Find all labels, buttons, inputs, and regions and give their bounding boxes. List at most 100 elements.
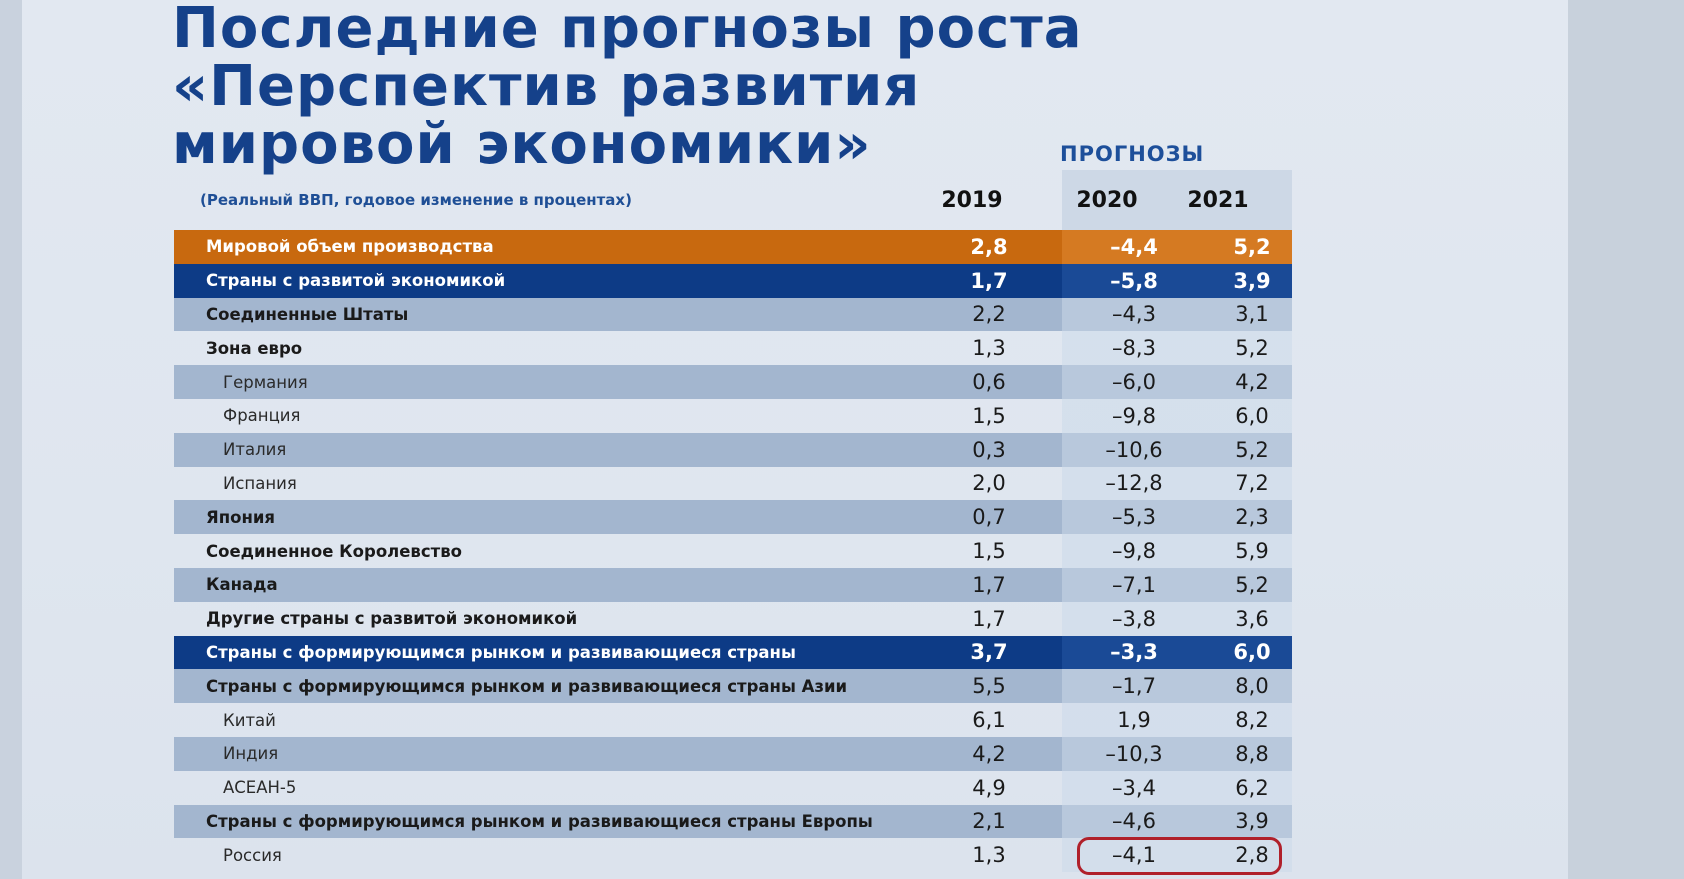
forecast-column-shade [1062, 770, 1292, 805]
value-2019: 1,5 [972, 403, 1006, 428]
value-2021: 3,6 [1235, 606, 1269, 631]
row-label: Индия [223, 744, 279, 764]
value-2020: –5,3 [1112, 505, 1156, 530]
row-label: Россия [223, 845, 282, 865]
year-header-2020: 2020 [1076, 188, 1138, 213]
row-label: АСЕАН-5 [223, 778, 297, 798]
value-2019: 4,2 [972, 741, 1006, 766]
left-margin [0, 0, 22, 879]
row-label: Страны с развитой экономикой [206, 271, 506, 291]
table-row: Соединенное Королевство 1,5 –9,8 5,9 [174, 534, 1292, 568]
title-line-2: «Перспектив развития [172, 54, 921, 119]
row-label: Италия [223, 440, 287, 460]
row-label: Германия [223, 372, 308, 392]
value-2021: 2,3 [1235, 505, 1269, 530]
table-row: Япония 0,7 –5,3 2,3 [174, 500, 1292, 535]
value-2021: 3,9 [1233, 268, 1271, 293]
value-2020: 1,9 [1117, 708, 1151, 733]
table-row: Страны с формирующимся рынком и развиваю… [174, 669, 1292, 704]
value-2021: 6,0 [1235, 403, 1269, 428]
table-row: Страны с формирующимся рынком и развиваю… [174, 635, 1292, 670]
forecast-column-shade [1062, 398, 1292, 433]
forecast-column-shade [1062, 534, 1292, 568]
row-label: Япония [206, 507, 275, 527]
forecast-column-shade [1062, 669, 1292, 704]
row-label: Соединенное Королевство [206, 541, 462, 561]
value-2021: 6,2 [1235, 775, 1269, 800]
year-header-2021: 2021 [1187, 188, 1249, 213]
forecast-column-shade [1062, 838, 1292, 873]
value-2019: 1,7 [972, 572, 1006, 597]
value-2020: –7,1 [1112, 572, 1156, 597]
table-row: Россия 1,3 –4,1 2,8 [174, 838, 1292, 873]
value-2019: 4,9 [972, 775, 1006, 800]
value-2020: –3,8 [1112, 606, 1156, 631]
value-2020: –3,3 [1110, 640, 1158, 665]
value-2020: –10,3 [1105, 741, 1163, 766]
forecast-header-band [1062, 170, 1292, 232]
table-row: АСЕАН-5 4,9 –3,4 6,2 [174, 770, 1292, 805]
value-2020: –5,8 [1110, 268, 1158, 293]
forecast-column-shade [1062, 567, 1292, 602]
forecast-column-shade [1062, 635, 1292, 670]
row-label: Зона евро [206, 338, 303, 358]
table-row: Зона евро 1,3 –8,3 5,2 [174, 331, 1292, 366]
value-2019: 0,6 [972, 370, 1006, 395]
row-label: Мировой объем производства [206, 237, 494, 257]
table-row: Италия 0,3 –10,6 5,2 [174, 432, 1292, 467]
value-2019: 1,7 [970, 268, 1008, 293]
value-2019: 0,7 [972, 505, 1006, 530]
row-label: Китай [223, 710, 276, 730]
value-2019: 1,3 [972, 843, 1006, 868]
table-row: Канада 1,7 –7,1 5,2 [174, 567, 1292, 602]
value-2020: –9,8 [1112, 539, 1156, 564]
forecast-column-shade [1062, 263, 1292, 298]
forecast-column-shade [1062, 230, 1292, 264]
table-row: Другие страны с развитой экономикой 1,7 –3… [174, 601, 1292, 636]
value-2020: –6,0 [1112, 370, 1156, 395]
table-row: Франция 1,5 –9,8 6,0 [174, 398, 1292, 433]
gdp-table: Мировой объем производства 2,8 –4,4 5,2 Стра… [174, 230, 1292, 873]
forecast-column-shade [1062, 601, 1292, 636]
table-row: Соединенные Штаты 2,2 –4,3 3,1 [174, 297, 1292, 332]
forecast-column-shade [1062, 297, 1292, 332]
value-2021: 4,2 [1235, 370, 1269, 395]
value-2021: 5,2 [1235, 437, 1269, 462]
forecast-column-shade [1062, 736, 1292, 771]
value-2019: 1,5 [972, 539, 1006, 564]
title-line-3: мировой экономики» [172, 112, 872, 177]
row-label: Канада [206, 575, 278, 595]
table-subtitle: (Реальный ВВП, годовое изменение в проце… [200, 191, 632, 209]
value-2019: 2,8 [970, 234, 1008, 259]
table-row: Германия 0,6 –6,0 4,2 [174, 365, 1292, 399]
value-2021: 2,8 [1235, 843, 1269, 868]
right-margin [1568, 0, 1684, 879]
value-2019: 1,3 [972, 336, 1006, 361]
row-label: Испания [223, 473, 297, 493]
forecast-column-shade [1062, 804, 1292, 839]
value-2019: 2,2 [972, 302, 1006, 327]
forecast-column-shade [1062, 432, 1292, 467]
value-2021: 6,0 [1233, 640, 1271, 665]
title-line-1: Последние прогнозы роста [172, 0, 1083, 61]
value-2019: 5,5 [972, 674, 1006, 699]
forecast-column-shade [1062, 365, 1292, 399]
table-row: Китай 6,1 1,9 8,2 [174, 703, 1292, 737]
value-2019: 0,3 [972, 437, 1006, 462]
value-2021: 3,1 [1235, 302, 1269, 327]
value-2021: 8,8 [1235, 741, 1269, 766]
row-label: Франция [223, 406, 301, 426]
row-label: Страны с формирующимся рынком и развиваю… [206, 676, 848, 696]
row-label: Другие страны с развитой экономикой [206, 609, 578, 629]
value-2021: 5,2 [1235, 336, 1269, 361]
russia-highlight-outline [1077, 837, 1282, 875]
value-2021: 7,2 [1235, 471, 1269, 496]
value-2019: 2,1 [972, 809, 1006, 834]
value-2020: –3,4 [1112, 775, 1156, 800]
value-2021: 5,2 [1233, 234, 1271, 259]
value-2020: –4,4 [1110, 234, 1158, 259]
row-label: Страны с формирующимся рынком и развиваю… [206, 811, 873, 831]
value-2020: –10,6 [1105, 437, 1163, 462]
value-2020: –12,8 [1105, 471, 1163, 496]
value-2020: –9,8 [1112, 403, 1156, 428]
